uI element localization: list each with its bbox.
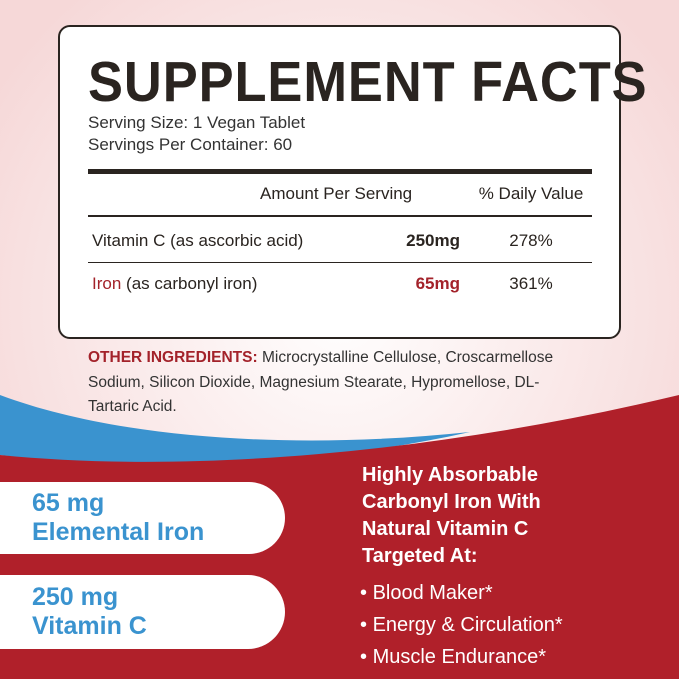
other-ingredients: OTHER INGREDIENTS: Microcrystalline Cell… [88,349,554,415]
pill-vitamin-c: 250 mg Vitamin C [0,575,285,649]
header-dv: % Daily Value [478,184,584,203]
servings-per-container: Servings Per Container: 60 [88,135,293,154]
divider [88,169,592,174]
row-iron-name: Iron (as carbonyl iron) [92,274,258,293]
benefit-item: • Energy & Circulation* [360,614,563,636]
pill-elemental-iron: 65 mg Elemental Iron [0,482,285,554]
table-row: Iron (as carbonyl iron) 65mg 361% [88,274,592,294]
divider [88,262,592,263]
row-iron-dv: 361% [509,274,553,293]
benefit-item: • Muscle Endurance* [360,646,546,668]
serving-size: Serving Size: 1 Vegan Tablet [88,113,306,132]
header-amount: Amount Per Serving [260,184,413,203]
row-iron-amount: 65mg [415,274,460,293]
headline: Highly Absorbable Carbonyl Iron With Natur… [362,464,541,567]
row-vitamin-c-name: Vitamin C (as ascorbic acid) [92,231,304,250]
table-row: Vitamin C (as ascorbic acid) 250mg 278% [88,231,592,251]
table-header-row: Amount Per Serving % Daily Value [88,184,592,204]
divider [88,215,592,217]
row-vitamin-c-dv: 278% [509,231,553,250]
benefit-item: • Blood Maker* [360,582,493,604]
supplement-facts-panel: SUPPLEMENT FACTS Serving Size: 1 Vegan T… [58,25,647,339]
blue-swoosh [0,395,470,465]
panel-title: SUPPLEMENT FACTS [88,50,648,114]
row-vitamin-c-amount: 250mg [406,231,460,250]
